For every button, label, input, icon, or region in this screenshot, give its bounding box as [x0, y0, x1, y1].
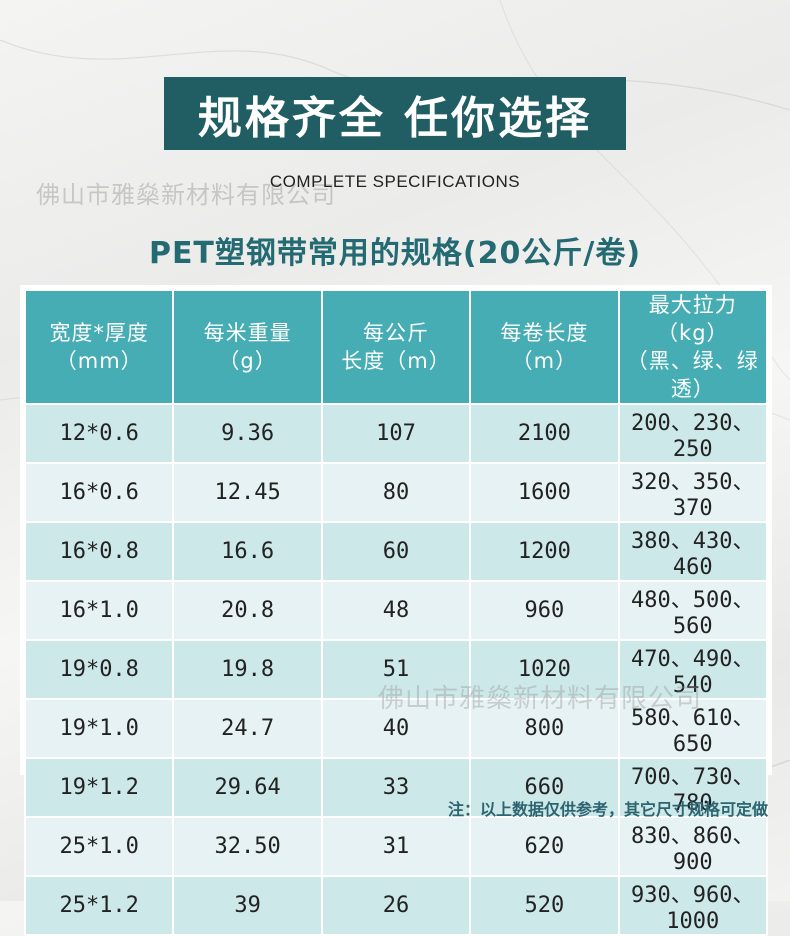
cell-length-per-kg: 26 — [320, 875, 472, 936]
header-max-tension: 最大拉力（kg） （黑、绿、绿透） — [617, 289, 769, 405]
cell-roll-length: 660 — [469, 757, 620, 818]
cell-weight: 29.64 — [172, 757, 323, 818]
cell-roll-length: 1200 — [469, 521, 620, 582]
cell-length-per-kg: 31 — [320, 816, 472, 877]
table-row: 19*0.8 19.8 51 1020 470、490、540 — [23, 639, 769, 700]
header-length-per-roll: 每卷长度 （m） — [469, 289, 620, 405]
cell-size: 12*0.6 — [23, 403, 175, 464]
header-weight-per-meter: 每米重量 （g） — [172, 289, 323, 405]
cell-weight: 16.6 — [172, 521, 323, 582]
cell-roll-length: 2100 — [469, 403, 620, 464]
cell-roll-length: 960 — [469, 580, 620, 641]
footnote: 注：以上数据仅供参考，其它尺寸规格可定做 — [447, 800, 768, 819]
table-row: 12*0.6 9.36 107 2100 200、230、250 — [23, 403, 769, 464]
cell-size: 19*1.0 — [23, 698, 175, 759]
cell-size: 16*0.8 — [23, 521, 175, 582]
table-row: 25*1.2 39 26 520 930、960、1000 — [23, 875, 769, 936]
cell-roll-length: 1020 — [469, 639, 620, 700]
cell-length-per-kg: 48 — [320, 580, 472, 641]
cell-tension: 700、730、780 — [617, 757, 769, 818]
watermark-company: 佛山市雅燊新材料有限公司 — [36, 181, 336, 209]
header-width-thickness: 宽度*厚度 （mm） — [23, 289, 175, 405]
cell-size: 16*1.0 — [23, 580, 175, 641]
cell-weight: 39 — [172, 875, 323, 936]
table-row: 16*0.8 16.6 60 1200 380、430、460 — [23, 521, 769, 582]
cell-weight: 9.36 — [172, 403, 323, 464]
cell-roll-length: 620 — [469, 816, 620, 877]
cell-length-per-kg: 80 — [320, 462, 472, 523]
table-row: 19*1.2 29.64 33 660 700、730、780 — [23, 757, 769, 818]
cell-tension: 320、350、370 — [617, 462, 769, 523]
cell-tension: 580、610、650 — [617, 698, 769, 759]
cell-tension: 830、860、900 — [617, 816, 769, 877]
cell-roll-length: 800 — [469, 698, 620, 759]
cell-weight: 20.8 — [172, 580, 323, 641]
table-header-row: 宽度*厚度 （mm） 每米重量 （g） 每公斤 长度（m） 每卷长度 （m） 最大拉力（… — [23, 289, 769, 405]
cell-weight: 24.7 — [172, 698, 323, 759]
cell-roll-length: 1600 — [469, 462, 620, 523]
table-row: 16*0.6 12.45 80 1600 320、350、370 — [23, 462, 769, 523]
cell-size: 25*1.0 — [23, 816, 175, 877]
header-length-per-kg: 每公斤 长度（m） — [320, 289, 472, 405]
cell-size: 19*1.2 — [23, 757, 175, 818]
table-row: 25*1.0 32.50 31 620 830、860、900 — [23, 816, 769, 877]
cell-length-per-kg: 51 — [320, 639, 472, 700]
cell-length-per-kg: 107 — [320, 403, 472, 464]
cell-roll-length: 520 — [469, 875, 620, 936]
cell-weight: 32.50 — [172, 816, 323, 877]
cell-tension: 930、960、1000 — [617, 875, 769, 936]
cell-size: 19*0.8 — [23, 639, 175, 700]
cell-weight: 19.8 — [172, 639, 323, 700]
cell-size: 16*0.6 — [23, 462, 175, 523]
cell-tension: 470、490、540 — [617, 639, 769, 700]
cell-length-per-kg: 40 — [320, 698, 472, 759]
cell-weight: 12.45 — [172, 462, 323, 523]
table-row: 16*1.0 20.8 48 960 480、500、560 — [23, 580, 769, 641]
banner-title: 规格齐全 任你选择 — [164, 77, 626, 150]
cell-size: 25*1.2 — [23, 875, 175, 936]
cell-tension: 380、430、460 — [617, 521, 769, 582]
page-title: PET塑钢带常用的规格(20公斤/卷) — [148, 236, 642, 271]
watermark-company-overlay: 佛山市雅燊新材料有限公司 — [378, 684, 703, 714]
cell-tension: 200、230、250 — [617, 403, 769, 464]
cell-length-per-kg: 33 — [320, 757, 472, 818]
subtitle: COMPLETE SPECIFICATIONS — [269, 172, 521, 191]
cell-length-per-kg: 60 — [320, 521, 472, 582]
spec-table: 宽度*厚度 （mm） 每米重量 （g） 每公斤 长度（m） 每卷长度 （m） 最大拉力（… — [23, 289, 769, 936]
spec-table-container: 宽度*厚度 （mm） 每米重量 （g） 每公斤 长度（m） 每卷长度 （m） 最大拉力（… — [20, 285, 772, 936]
cell-tension: 480、500、560 — [617, 580, 769, 641]
table-row: 19*1.0 24.7 40 800 580、610、650 — [23, 698, 769, 759]
